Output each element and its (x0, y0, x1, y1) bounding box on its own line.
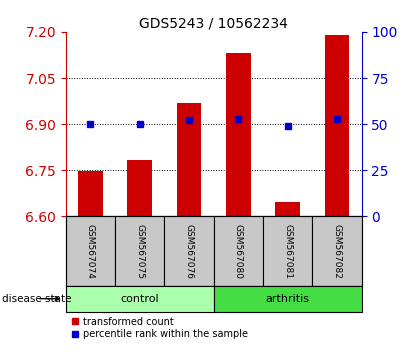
Bar (275, 202, 300, 216)
Text: GSM567074: GSM567074 (86, 224, 95, 279)
Bar (263, 216, 312, 286)
Bar (177, 103, 201, 216)
Bar (66, 216, 115, 286)
Bar (325, 35, 349, 216)
Text: disease state: disease state (2, 294, 72, 304)
Text: GSM567081: GSM567081 (283, 224, 292, 279)
Text: GSM567082: GSM567082 (332, 224, 342, 279)
Text: arthritis: arthritis (266, 294, 310, 304)
Bar (214, 216, 263, 286)
Bar (115, 216, 164, 286)
Bar (214, 286, 362, 312)
Title: GDS5243 / 10562234: GDS5243 / 10562234 (139, 17, 288, 31)
Bar (127, 160, 152, 216)
Bar (164, 216, 214, 286)
Legend: transformed count, percentile rank within the sample: transformed count, percentile rank withi… (71, 316, 248, 339)
Bar (226, 53, 251, 216)
Bar (312, 216, 362, 286)
Bar (66, 286, 214, 312)
Text: GSM567076: GSM567076 (185, 224, 194, 279)
Text: GSM567075: GSM567075 (135, 224, 144, 279)
Bar (78, 171, 103, 216)
Text: control: control (120, 294, 159, 304)
Text: GSM567080: GSM567080 (234, 224, 243, 279)
